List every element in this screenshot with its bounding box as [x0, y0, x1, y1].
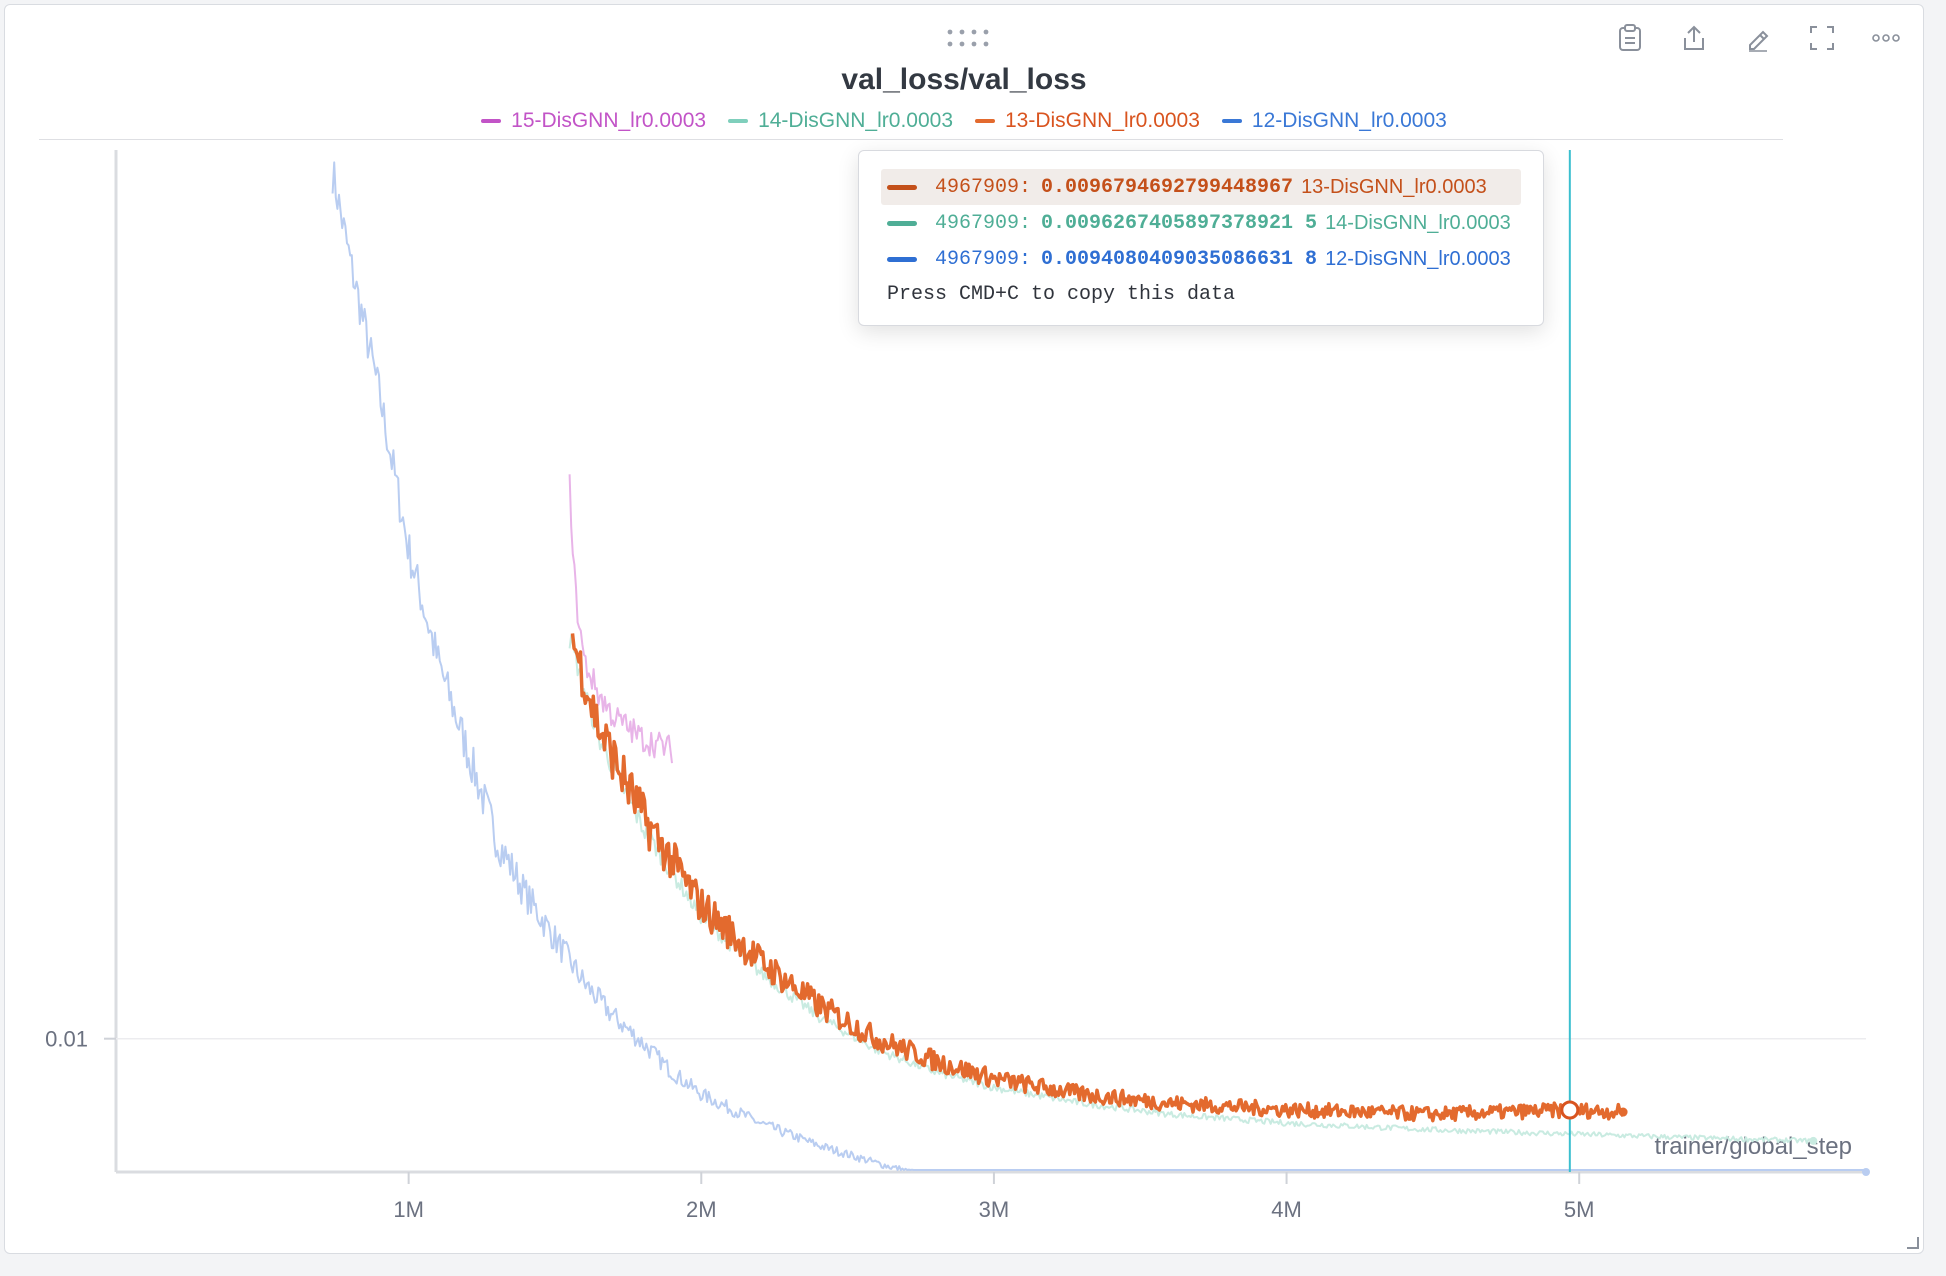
legend-label: 13-DisGNN_lr0.0003	[1005, 109, 1200, 132]
tooltip-row: 4967909: 0.0094080409035086631 8 12-DisG…	[881, 241, 1521, 277]
legend-item[interactable]: 12-DisGNN_lr0.0003	[1221, 109, 1447, 133]
legend-item[interactable]: 15-DisGNN_lr0.0003	[481, 109, 706, 133]
chart-legend: 15-DisGNN_lr0.0003 14-DisGNN_lr0.0003 13…	[5, 109, 1923, 133]
drag-handle-icon[interactable]	[945, 27, 995, 49]
tooltip-step: 4967909:	[935, 211, 1032, 235]
x-tick-label: 5M	[1564, 1197, 1595, 1222]
series-line[interactable]	[570, 633, 1625, 1123]
more-icon[interactable]	[1865, 17, 1907, 59]
tooltip-value: 0.0096267405897378921 5	[1041, 211, 1318, 235]
legend-swatch	[481, 119, 502, 123]
tooltip-value: 0.0096794692799448967	[1041, 175, 1294, 199]
fullscreen-icon[interactable]	[1801, 17, 1843, 59]
tooltip-row: 4967909: 0.0096794692799448967 13-DisGNN…	[881, 169, 1521, 205]
tooltip-swatch	[887, 256, 917, 262]
series-end-marker	[1809, 1136, 1818, 1145]
x-axis-label: trainer/global_step	[1655, 1133, 1852, 1160]
series-line[interactable]	[331, 161, 1866, 1171]
series-line[interactable]	[568, 634, 1815, 1145]
edit-icon[interactable]	[1737, 17, 1779, 59]
share-icon[interactable]	[1673, 17, 1715, 59]
panel-toolbar	[1609, 17, 1907, 59]
legend-label: 15-DisGNN_lr0.0003	[511, 109, 707, 132]
x-tick-label: 4M	[1271, 1197, 1302, 1222]
legend-swatch	[728, 119, 749, 123]
tooltip-run-name: 13-DisGNN_lr0.0003	[1301, 175, 1487, 198]
y-tick-label: 0.01	[45, 1027, 88, 1052]
hover-point-marker	[1560, 1100, 1580, 1120]
tooltip-value: 0.0094080409035086631 8	[1041, 247, 1318, 271]
tooltip-run-name: 12-DisGNN_lr0.0003	[1325, 247, 1511, 270]
legend-swatch	[975, 119, 995, 123]
resize-handle-icon[interactable]	[1905, 1235, 1919, 1249]
tooltip-swatch	[887, 184, 917, 190]
tooltip-step: 4967909:	[935, 247, 1032, 271]
x-tick-label: 2M	[686, 1197, 717, 1222]
hover-tooltip: 4967909: 0.0096794692799448967 13-DisGNN…	[858, 150, 1544, 326]
clipboard-icon[interactable]	[1609, 17, 1651, 59]
x-tick-label: 1M	[393, 1197, 424, 1222]
tooltip-hint: Press CMD+C to copy this data	[887, 283, 1236, 306]
legend-label: 12-DisGNN_lr0.0003	[1251, 109, 1447, 132]
header-divider	[39, 139, 1783, 140]
legend-item[interactable]: 13-DisGNN_lr0.0003	[975, 109, 1200, 133]
legend-item[interactable]: 14-DisGNN_lr0.0003	[728, 109, 953, 133]
series-end-marker	[1618, 1107, 1628, 1117]
tooltip-swatch	[887, 220, 917, 226]
tooltip-step: 4967909:	[935, 175, 1032, 199]
chart-title: val_loss/val_loss	[841, 63, 1087, 96]
legend-label: 14-DisGNN_lr0.0003	[758, 109, 953, 132]
legend-swatch	[1221, 119, 1242, 123]
tooltip-run-name: 14-DisGNN_lr0.0003	[1325, 211, 1511, 234]
tooltip-row: 4967909: 0.0096267405897378921 5 14-DisG…	[881, 205, 1521, 241]
series-line[interactable]	[568, 474, 673, 764]
x-tick-label: 3M	[979, 1197, 1010, 1222]
